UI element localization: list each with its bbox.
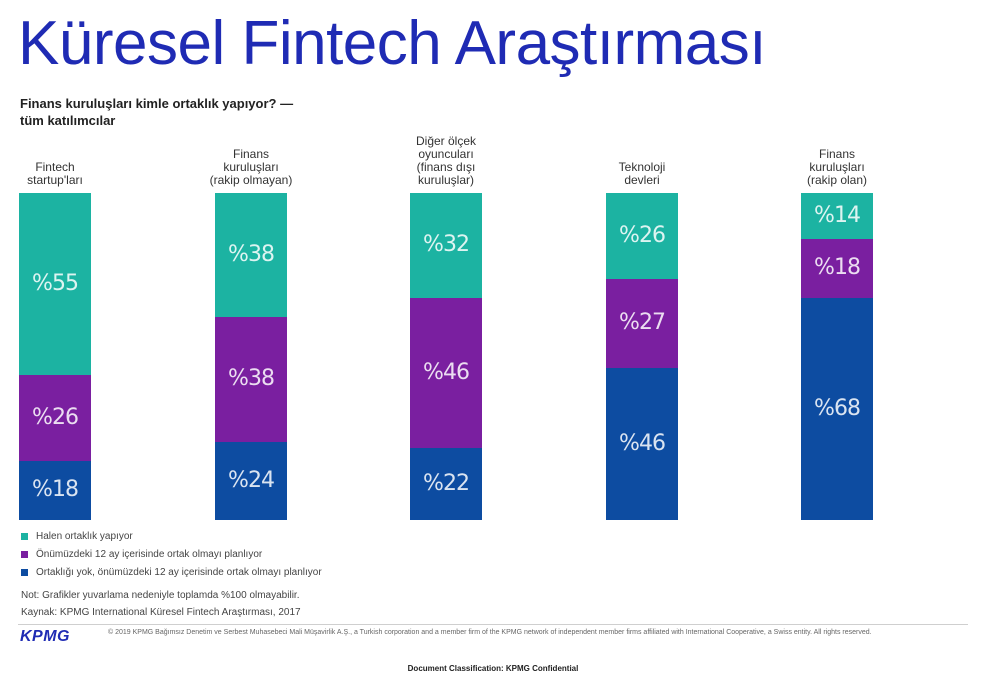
chart-note: Not: Grafikler yuvarlama nedeniyle topla… [21,590,300,601]
legend-label: Ortaklığı yok, önümüzdeki 12 ay içerisin… [36,566,322,578]
bar-segment [606,368,678,520]
category-label: Teknoloji devleri [577,161,707,187]
page-title: Küresel Fintech Araştırması [18,9,767,78]
category-label-line: startup'ları [27,173,83,187]
bar-segment [215,441,287,520]
data-label: %38 [228,366,275,392]
bar-segment [410,448,482,520]
legend-swatch [21,568,28,576]
category-label-line: kuruluşları [223,160,279,174]
bar-segment [215,193,287,318]
bar-segment [606,278,678,369]
data-label: %18 [32,477,79,503]
data-label: %55 [32,270,79,296]
data-label: %68 [814,395,861,421]
category-label-line: (rakip olmayan) [209,173,293,187]
data-label: %18 [814,255,861,281]
chart-subtitle: Finans kuruluşları kimle ortaklık yapıyo… [20,95,440,129]
chart-source: Kaynak: KPMG International Küresel Finte… [21,607,301,618]
category-label-line: kuruluşları [809,160,865,174]
stacked-bar: %32 %46 %22 [410,193,482,520]
category-label-line: Fintech [35,160,75,174]
chart-subtitle-line: Finans kuruluşları kimle ortaklık yapıyo… [20,96,294,111]
category-label-line: (finans dışı [416,160,476,174]
category-label-line: kuruluşlar) [417,173,474,187]
legend-item: Halen ortaklık yapıyor [21,527,322,545]
data-label: %24 [228,467,275,493]
bar-segment [410,297,482,449]
data-label: %26 [619,222,666,248]
document-classification: Document Classification: KPMG Confidenti… [407,664,579,673]
footer-divider [18,624,968,625]
data-label: %27 [619,310,666,336]
bar-segment [801,297,873,520]
data-label: %14 [814,202,861,228]
kpmg-logo: KPMG [20,628,70,645]
stacked-bar: %14 %18 %68 [801,193,873,520]
legend-label: Önümüzdeki 12 ay içerisinde ortak olmayı… [36,548,263,560]
category-label: Fintech startup'ları [0,161,120,187]
category-label-line: oyuncuları [418,147,474,161]
copyright-text: © 2019 KPMG Bağımsız Denetim ve Serbest … [108,629,872,636]
category-label-line: Finans [232,147,270,161]
bar-segment [801,193,873,239]
legend-item: Önümüzdeki 12 ay içerisinde ortak olmayı… [21,545,322,563]
category-label-line: devleri [624,173,660,187]
legend-item: Ortaklığı yok, önümüzdeki 12 ay içerisin… [21,563,322,581]
category-label-line: (rakip olan) [806,173,868,187]
bar-segment [801,238,873,298]
bar-segment [606,193,678,279]
category-label: Finans kuruluşları (rakip olmayan) [186,148,316,187]
category-label-line: Finans [818,147,856,161]
bar-segment [410,193,482,298]
data-label: %46 [619,431,666,457]
bar-segment [19,374,91,461]
legend-swatch [21,532,28,540]
data-label: %32 [423,232,470,258]
category-label-line: Diğer ölçek [415,134,477,148]
bar-segment [19,193,91,375]
chart-legend: Halen ortaklık yapıyor Önümüzdeki 12 ay … [21,527,322,581]
bar-segment [215,317,287,442]
bar-segment [19,460,91,520]
data-label: %38 [228,242,275,268]
legend-swatch [21,550,28,558]
data-label: %26 [32,404,79,430]
legend-label: Halen ortaklık yapıyor [36,530,133,542]
stacked-bar: %38 %38 %24 [215,193,287,520]
category-label: Diğer ölçek oyuncuları (finans dışı kuruluş… [381,135,511,187]
category-label: Finans kuruluşları (rakip olan) [772,148,902,187]
chart-subtitle-line: tüm katılımcılar [20,113,116,128]
category-label-line: Teknoloji [618,160,666,174]
data-label: %22 [423,471,470,497]
data-label: %46 [423,359,470,385]
stacked-bar: %55 %26 %18 [19,193,91,520]
stacked-bar: %26 %27 %46 [606,193,678,520]
